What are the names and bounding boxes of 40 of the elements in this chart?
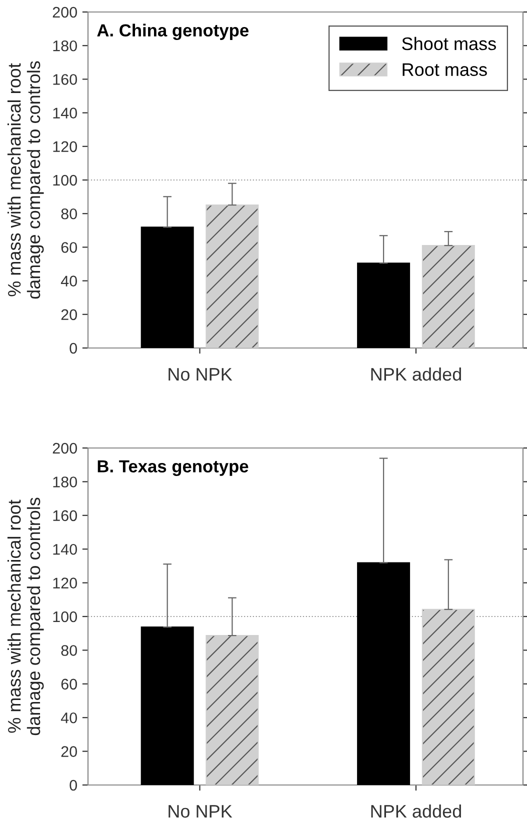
bar (206, 634, 259, 785)
bar (357, 562, 410, 785)
legend-label: Shoot mass (402, 36, 496, 50)
bar (140, 626, 194, 785)
y-axis-title: % mass with mechanical root damage compared to controls (7, 61, 44, 299)
y-tick-label: 60 (61, 242, 77, 253)
text: B. Texas genotype (98, 460, 248, 476)
y-tick-label: 120 (53, 141, 77, 152)
y-axis-title: % mass with mechanical root damage compared to controls (7, 498, 44, 736)
y-tick-label: 20 (61, 746, 77, 757)
y-tick-label: 120 (53, 578, 77, 588)
bar (357, 262, 410, 348)
y-tick-label: 20 (61, 309, 77, 320)
x-tick-label: NPK added (371, 367, 461, 381)
text: A. China genotype (97, 24, 249, 40)
y-tick-label: 140 (53, 544, 77, 555)
bar (140, 226, 194, 348)
bar (422, 244, 475, 348)
y-tick-label: 200 (52, 6, 77, 18)
y-tick-label: 160 (53, 74, 77, 85)
y-tick-label: 80 (61, 208, 77, 220)
x-tick-label: NPK added (371, 804, 461, 818)
x-tick-label: No NPK (168, 368, 232, 381)
y-tick-label: 100 (53, 174, 77, 186)
y-tick-label: 0 (70, 342, 77, 354)
bar (206, 204, 259, 348)
x-tick-label: No NPK (168, 805, 232, 818)
y-tick-label: 60 (61, 678, 77, 690)
y-tick-label: 200 (52, 442, 77, 454)
y-tick-label: 100 (53, 611, 77, 622)
y-tick-label: 160 (53, 510, 77, 522)
y-tick-label: 40 (60, 712, 77, 724)
bar (422, 608, 475, 785)
y-tick-label: 140 (53, 108, 77, 118)
legend-label: Root mass (402, 63, 487, 76)
y-tick-label: 80 (61, 645, 77, 656)
y-tick-label: 0 (70, 780, 77, 791)
y-tick-label: 40 (60, 276, 77, 286)
y-tick-label: 180 (53, 476, 77, 488)
y-tick-label: 180 (53, 40, 77, 52)
